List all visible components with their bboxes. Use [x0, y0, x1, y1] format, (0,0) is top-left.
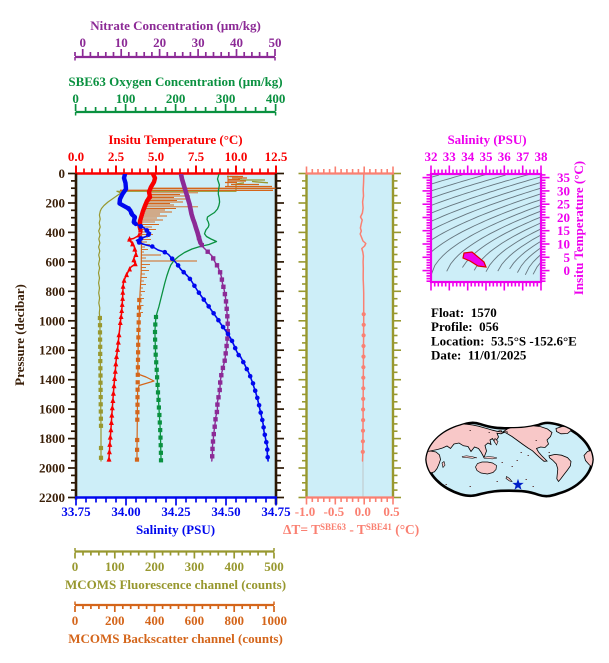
svg-text:30: 30: [192, 35, 205, 50]
svg-text:SBE63 Oxygen Concentration (μm: SBE63 Oxygen Concentration (μm/kg): [68, 74, 282, 89]
svg-text:1000: 1000: [39, 313, 65, 328]
svg-text:10.0: 10.0: [225, 149, 248, 164]
svg-text:36: 36: [498, 149, 512, 164]
svg-text:0.0: 0.0: [68, 149, 84, 164]
svg-text:100: 100: [116, 91, 136, 106]
svg-text:-1.0: -1.0: [295, 504, 316, 519]
svg-text:Insitu Temperature (°C): Insitu Temperature (°C): [108, 132, 242, 147]
svg-text:10: 10: [557, 237, 570, 252]
svg-text:Date: 11/01/2025: Date: 11/01/2025: [431, 348, 527, 363]
svg-text:0: 0: [564, 263, 571, 278]
svg-text:35: 35: [480, 149, 494, 164]
svg-text:400: 400: [46, 225, 66, 240]
svg-text:0: 0: [72, 91, 79, 106]
svg-text:37: 37: [516, 149, 530, 164]
svg-text:400: 400: [224, 559, 244, 574]
svg-text:5: 5: [564, 250, 571, 265]
svg-text:MCOMS Backscatter channel (cou: MCOMS Backscatter channel (counts): [68, 631, 283, 646]
svg-text:2000: 2000: [39, 461, 65, 476]
svg-text:1600: 1600: [39, 402, 65, 417]
svg-text:2200: 2200: [39, 490, 65, 505]
svg-text:32: 32: [425, 149, 438, 164]
svg-text:Location: 53.5°S -152.6°E: Location: 53.5°S -152.6°E: [431, 333, 577, 348]
svg-text:0.5: 0.5: [383, 504, 400, 519]
svg-text:1000: 1000: [261, 613, 287, 628]
svg-text:800: 800: [224, 613, 244, 628]
svg-text:Nitrate Concentration (μm/kg): Nitrate Concentration (μm/kg): [90, 18, 261, 33]
svg-text:10: 10: [115, 35, 128, 50]
svg-text:Salinity (PSU): Salinity (PSU): [447, 132, 526, 147]
svg-text:12.5: 12.5: [265, 149, 288, 164]
svg-text:15: 15: [557, 223, 571, 238]
svg-text:20: 20: [557, 210, 570, 225]
svg-text:25: 25: [557, 197, 571, 212]
svg-text:200: 200: [166, 91, 186, 106]
svg-text:600: 600: [46, 254, 66, 269]
svg-text:200: 200: [145, 559, 165, 574]
svg-text:0: 0: [72, 613, 79, 628]
svg-text:400: 400: [266, 91, 286, 106]
svg-text:1800: 1800: [39, 431, 65, 446]
svg-text:2.5: 2.5: [108, 149, 125, 164]
svg-text:20: 20: [153, 35, 166, 50]
svg-text:300: 300: [185, 559, 205, 574]
svg-text:-0.5: -0.5: [324, 504, 345, 519]
svg-text:50: 50: [269, 35, 282, 50]
svg-text:35: 35: [557, 170, 571, 185]
svg-text:33: 33: [443, 149, 457, 164]
svg-text:Insitu Temperature (°C): Insitu Temperature (°C): [571, 161, 586, 295]
svg-text:Float: 1570: Float: 1570: [431, 305, 497, 320]
svg-text:MCOMS Fluorescence channel (co: MCOMS Fluorescence channel (counts): [65, 577, 286, 592]
svg-text:34.00: 34.00: [111, 504, 140, 519]
svg-text:34.50: 34.50: [211, 504, 240, 519]
svg-text:0: 0: [59, 166, 66, 181]
svg-text:800: 800: [46, 284, 66, 299]
svg-text:Pressure (decibar): Pressure (decibar): [12, 284, 27, 386]
svg-text:5.0: 5.0: [148, 149, 164, 164]
svg-text:100: 100: [105, 559, 125, 574]
svg-text:34.75: 34.75: [261, 504, 291, 519]
svg-text:200: 200: [46, 196, 66, 211]
svg-text:40: 40: [230, 35, 243, 50]
svg-text:Profile: 056: Profile: 056: [431, 319, 499, 334]
svg-text:300: 300: [216, 91, 236, 106]
svg-text:Salinity (PSU): Salinity (PSU): [136, 522, 215, 537]
svg-text:400: 400: [145, 613, 165, 628]
svg-text:200: 200: [105, 613, 125, 628]
svg-text:1400: 1400: [39, 372, 65, 387]
svg-text:600: 600: [185, 613, 205, 628]
svg-text:500: 500: [264, 559, 284, 574]
svg-text:30: 30: [557, 183, 570, 198]
svg-text:34: 34: [461, 149, 475, 164]
svg-text:0: 0: [72, 559, 79, 574]
svg-text:34.25: 34.25: [161, 504, 191, 519]
svg-text:33.75: 33.75: [61, 504, 91, 519]
svg-text:0: 0: [79, 35, 86, 50]
svg-text:0.0: 0.0: [355, 504, 371, 519]
svg-text:ΔT= TSBE63 - TSBE41 (°C): ΔT= TSBE63 - TSBE41 (°C): [283, 522, 419, 537]
svg-text:1200: 1200: [39, 343, 65, 358]
svg-text:7.5: 7.5: [188, 149, 205, 164]
svg-text:38: 38: [535, 149, 549, 164]
